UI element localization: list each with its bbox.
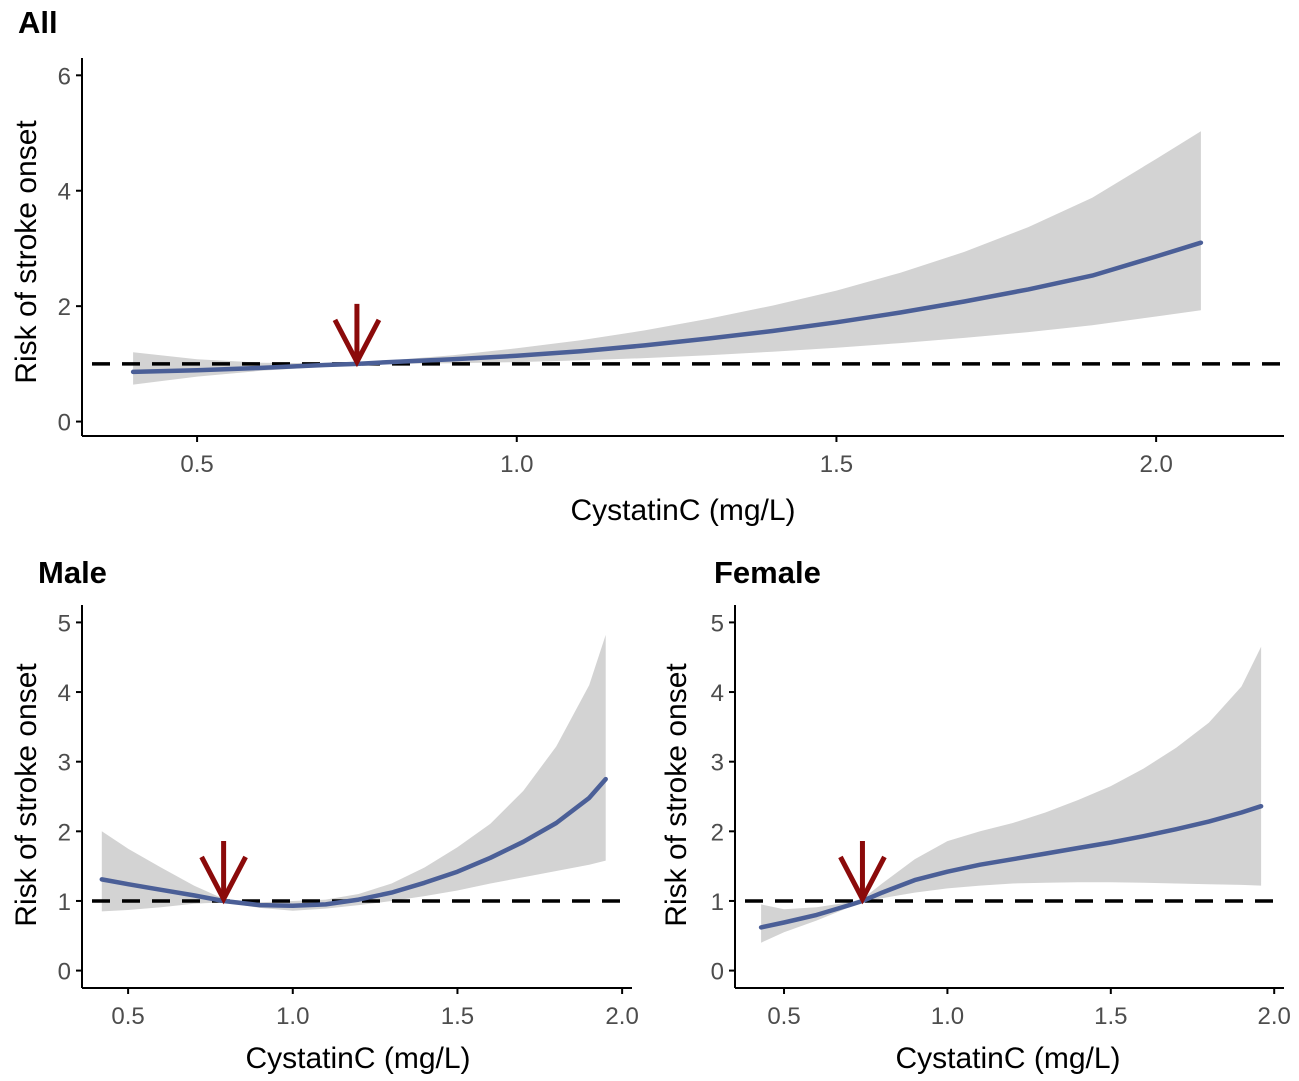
y-tick-label: 5: [711, 610, 724, 637]
y-tick-label: 3: [58, 750, 71, 777]
panel-female: Female 0.5 1.0 1.5 2.0 0 1 2 3 4 5 CystatinC (mg…: [660, 555, 1291, 1075]
x-axis-title: CystatinC (mg/L): [570, 494, 795, 527]
x-tick-label: 1.5: [1094, 1003, 1127, 1030]
arrow-head: [199, 855, 248, 905]
y-tick-label: 0: [58, 410, 71, 437]
x-tick-label: 0.5: [767, 1003, 800, 1030]
y-tick-label: 2: [711, 819, 724, 846]
y-tick-label: 0: [711, 959, 724, 986]
x-tick-label: 1.0: [276, 1003, 309, 1030]
y-tick-label: 4: [711, 680, 724, 707]
y-axis-title: Risk of stroke onset: [10, 120, 43, 384]
panel-title: Female: [714, 555, 821, 590]
confidence-band: [761, 646, 1262, 943]
x-tick-label: 1.5: [820, 451, 853, 478]
x-tick-label: 1.0: [931, 1003, 964, 1030]
x-tick-label: 2.0: [1258, 1003, 1291, 1030]
y-tick-label: 0: [58, 959, 71, 986]
y-tick-label: 4: [58, 680, 71, 707]
confidence-band: [133, 131, 1201, 385]
y-tick-label: 6: [58, 63, 71, 90]
y-tick-label: 1: [58, 889, 71, 916]
series-line: [758, 803, 1264, 930]
panel-title: Male: [38, 555, 107, 590]
x-tick-label: 0.5: [180, 451, 213, 478]
x-axis-title: CystatinC (mg/L): [895, 1042, 1120, 1075]
y-tick-label: 1: [711, 889, 724, 916]
y-tick-label: 2: [58, 819, 71, 846]
arrow-head: [838, 855, 887, 905]
series-line: [130, 240, 1204, 375]
y-tick-label: 3: [711, 750, 724, 777]
y-axis-title: Risk of stroke onset: [660, 663, 693, 927]
y-tick-label: 5: [58, 610, 71, 637]
x-tick-label: 2.0: [1139, 451, 1172, 478]
y-axis-title: Risk of stroke onset: [10, 663, 43, 927]
panel-male: Male 0.5 1.0 1.5 2.0 0 1 2 3 4 5 CystatinC (mg/L…: [10, 555, 639, 1075]
arrow-head: [332, 318, 382, 368]
x-tick-label: 0.5: [111, 1003, 144, 1030]
confidence-band: [101, 634, 606, 912]
y-tick-label: 4: [58, 179, 71, 206]
panel-all: All 0.5 1.0 1.5 2.0 0 2 4 6 CystatinC (mg/L) R…: [10, 5, 1284, 527]
x-axis-title: CystatinC (mg/L): [245, 1042, 470, 1075]
y-tick-label: 2: [58, 294, 71, 321]
panel-title: All: [18, 5, 58, 40]
x-tick-label: 2.0: [605, 1003, 638, 1030]
x-tick-label: 1.0: [500, 451, 533, 478]
series-line: [99, 776, 608, 909]
x-tick-label: 1.5: [441, 1003, 474, 1030]
